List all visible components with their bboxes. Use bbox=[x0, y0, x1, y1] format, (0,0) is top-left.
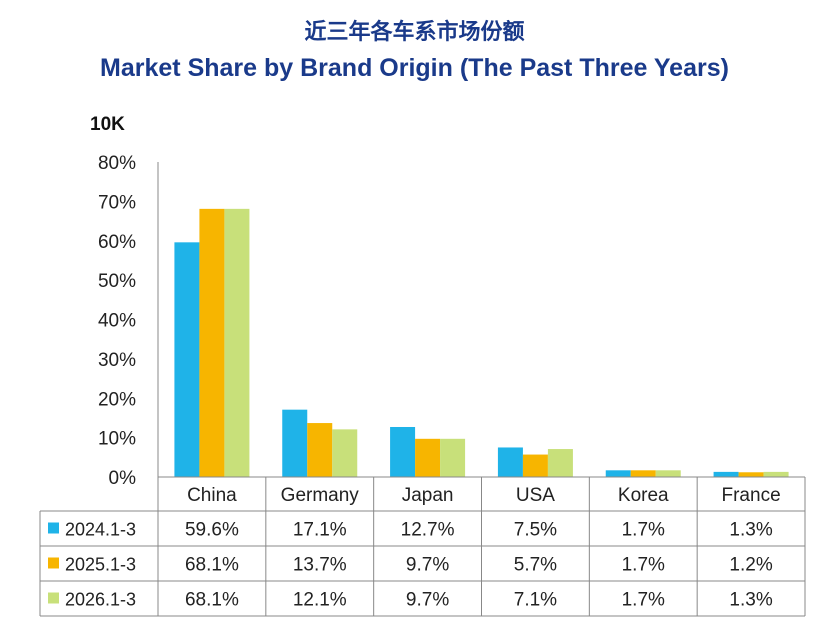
data-table-cell: 68.1% bbox=[185, 590, 239, 611]
bar-germany-2025.1-3 bbox=[307, 423, 333, 477]
y-tick-label: 50% bbox=[98, 271, 136, 292]
x-category-label: USA bbox=[516, 485, 555, 506]
chart-title-chinese: 近三年各车系市场份额 bbox=[304, 20, 525, 45]
legend-swatch-2024.1-3 bbox=[48, 522, 59, 534]
y-tick-label: 80% bbox=[98, 153, 136, 174]
bar-korea-2025.1-3 bbox=[630, 470, 656, 477]
data-table-cell: 1.7% bbox=[622, 590, 665, 611]
y-tick-label: 10% bbox=[98, 429, 136, 450]
data-table-cell: 17.1% bbox=[293, 520, 347, 541]
bar-china-2025.1-3 bbox=[199, 208, 225, 477]
legend-swatch-2025.1-3 bbox=[48, 557, 59, 569]
y-tick-label: 60% bbox=[98, 232, 136, 253]
y-tick-label: 0% bbox=[109, 468, 137, 489]
legend-label: 2025.1-3 bbox=[65, 555, 136, 575]
data-table-cell: 5.7% bbox=[514, 555, 557, 576]
data-table-cell: 12.7% bbox=[401, 520, 455, 541]
data-table-cell: 68.1% bbox=[185, 555, 239, 576]
bar-germany-2026.1-3 bbox=[332, 429, 358, 477]
data-table-cell: 1.7% bbox=[622, 555, 665, 576]
bar-korea-2026.1-3 bbox=[655, 470, 681, 477]
bar-china-2024.1-3 bbox=[174, 242, 200, 477]
y-tick-label: 20% bbox=[98, 389, 136, 410]
bar-china-2026.1-3 bbox=[224, 208, 250, 477]
bar-usa-2025.1-3 bbox=[522, 454, 548, 477]
x-category-label: Japan bbox=[402, 485, 454, 506]
y-tick-label: 40% bbox=[98, 311, 136, 332]
bar-korea-2024.1-3 bbox=[605, 470, 631, 477]
legend-label: 2024.1-3 bbox=[65, 520, 136, 540]
data-table-cell: 9.7% bbox=[406, 555, 449, 576]
data-table-cell: 1.7% bbox=[622, 520, 665, 541]
bar-germany-2024.1-3 bbox=[282, 409, 308, 477]
data-table-cell: 7.5% bbox=[514, 520, 557, 541]
data-table-cell: 1.3% bbox=[729, 520, 772, 541]
bar-japan-2024.1-3 bbox=[390, 426, 416, 477]
bar-france-2024.1-3 bbox=[713, 471, 739, 477]
x-category-label: China bbox=[187, 485, 237, 506]
bar-usa-2024.1-3 bbox=[497, 447, 523, 477]
bar-japan-2026.1-3 bbox=[440, 438, 466, 477]
x-category-label: France bbox=[722, 485, 781, 506]
legend-swatch-2026.1-3 bbox=[48, 592, 59, 604]
bar-france-2026.1-3 bbox=[763, 471, 789, 477]
y-tick-label: 30% bbox=[98, 350, 136, 371]
x-category-label: Germany bbox=[281, 485, 360, 506]
legend-label: 2026.1-3 bbox=[65, 590, 136, 610]
y-tick-label: 70% bbox=[98, 192, 136, 213]
data-table-cell: 13.7% bbox=[293, 555, 347, 576]
data-table-cell: 1.3% bbox=[729, 590, 772, 611]
data-table-cell: 7.1% bbox=[514, 590, 557, 611]
chart-title: Market Share by Brand Origin (The Past T… bbox=[100, 54, 729, 82]
y-axis-unit-label: 10K bbox=[90, 114, 125, 135]
bar-france-2025.1-3 bbox=[738, 472, 764, 477]
bar-usa-2026.1-3 bbox=[547, 449, 573, 477]
bar-japan-2025.1-3 bbox=[415, 438, 441, 477]
x-category-label: Korea bbox=[618, 485, 669, 506]
data-table-cell: 59.6% bbox=[185, 520, 239, 541]
data-table-cell: 1.2% bbox=[729, 555, 772, 576]
data-table-cell: 9.7% bbox=[406, 590, 449, 611]
data-table-cell: 12.1% bbox=[293, 590, 347, 611]
